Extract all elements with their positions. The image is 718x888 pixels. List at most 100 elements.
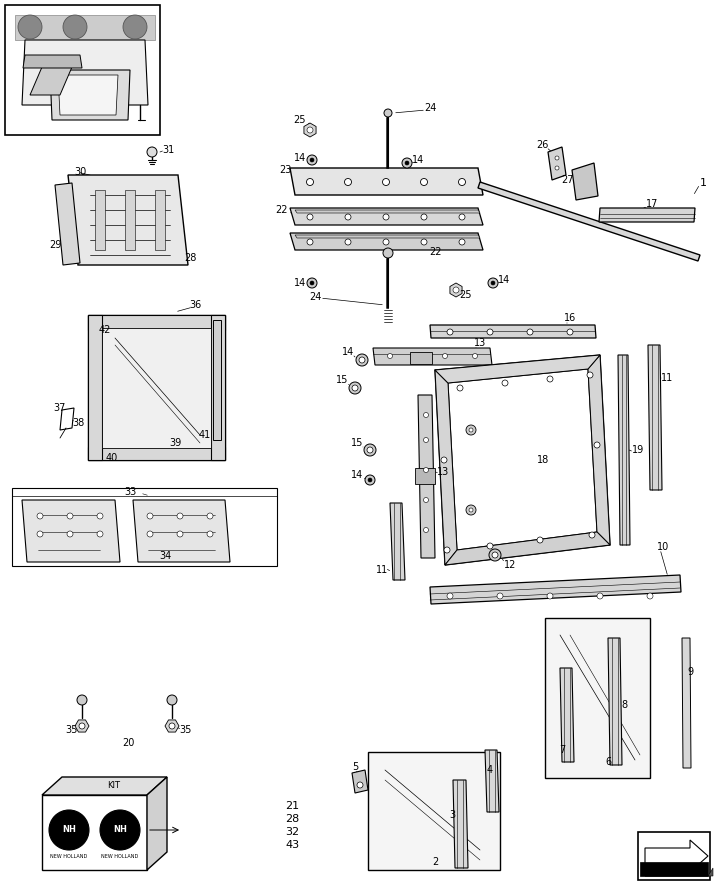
Polygon shape bbox=[75, 720, 89, 732]
Polygon shape bbox=[640, 862, 708, 876]
Text: 11: 11 bbox=[661, 373, 673, 383]
Circle shape bbox=[447, 329, 453, 335]
Circle shape bbox=[492, 552, 498, 558]
Circle shape bbox=[487, 329, 493, 335]
Circle shape bbox=[597, 593, 603, 599]
Text: 14: 14 bbox=[294, 153, 306, 163]
Text: 17: 17 bbox=[645, 199, 658, 209]
Circle shape bbox=[424, 413, 429, 417]
Text: 14: 14 bbox=[351, 470, 363, 480]
Circle shape bbox=[365, 475, 375, 485]
Circle shape bbox=[307, 178, 314, 186]
Bar bbox=[88, 447, 225, 460]
Circle shape bbox=[424, 438, 429, 442]
Circle shape bbox=[447, 593, 453, 599]
Circle shape bbox=[167, 695, 177, 705]
Circle shape bbox=[207, 513, 213, 519]
Polygon shape bbox=[290, 233, 483, 250]
Text: 25: 25 bbox=[294, 115, 307, 125]
Circle shape bbox=[63, 15, 87, 39]
Circle shape bbox=[421, 239, 427, 245]
Circle shape bbox=[97, 531, 103, 537]
Text: 26: 26 bbox=[536, 140, 548, 150]
Text: 32: 32 bbox=[285, 827, 299, 837]
Polygon shape bbox=[645, 840, 708, 872]
Circle shape bbox=[37, 531, 43, 537]
Polygon shape bbox=[435, 370, 457, 565]
Polygon shape bbox=[648, 345, 662, 490]
Polygon shape bbox=[15, 15, 155, 40]
Bar bbox=[88, 315, 102, 460]
Text: 18: 18 bbox=[537, 455, 549, 465]
Polygon shape bbox=[68, 175, 188, 265]
Circle shape bbox=[487, 543, 493, 549]
Text: 20: 20 bbox=[122, 738, 134, 748]
Circle shape bbox=[424, 497, 429, 503]
Circle shape bbox=[466, 425, 476, 435]
Circle shape bbox=[307, 278, 317, 288]
Circle shape bbox=[367, 447, 373, 453]
Circle shape bbox=[349, 382, 361, 394]
Bar bbox=[415, 468, 435, 484]
Circle shape bbox=[67, 531, 73, 537]
Circle shape bbox=[383, 214, 389, 220]
Polygon shape bbox=[588, 355, 610, 545]
Polygon shape bbox=[133, 500, 230, 562]
Circle shape bbox=[345, 178, 352, 186]
Circle shape bbox=[147, 147, 157, 157]
Polygon shape bbox=[58, 75, 118, 115]
Circle shape bbox=[547, 593, 553, 599]
Circle shape bbox=[441, 457, 447, 463]
Circle shape bbox=[555, 166, 559, 170]
Circle shape bbox=[37, 513, 43, 519]
Circle shape bbox=[383, 178, 389, 186]
Text: KIT: KIT bbox=[108, 781, 121, 789]
Bar bbox=[88, 315, 225, 330]
Polygon shape bbox=[22, 40, 148, 105]
Circle shape bbox=[383, 248, 393, 258]
Circle shape bbox=[18, 15, 42, 39]
Circle shape bbox=[97, 513, 103, 519]
Polygon shape bbox=[55, 183, 80, 265]
Circle shape bbox=[453, 287, 459, 293]
Text: 36: 36 bbox=[189, 300, 201, 310]
Text: 15: 15 bbox=[336, 375, 348, 385]
Text: 14: 14 bbox=[342, 347, 354, 357]
Polygon shape bbox=[23, 55, 82, 68]
Text: 6: 6 bbox=[605, 757, 611, 767]
Text: 5: 5 bbox=[352, 762, 358, 772]
Polygon shape bbox=[453, 780, 468, 868]
Text: 2: 2 bbox=[432, 857, 438, 867]
Circle shape bbox=[307, 214, 313, 220]
Circle shape bbox=[459, 214, 465, 220]
Circle shape bbox=[77, 695, 87, 705]
Polygon shape bbox=[352, 770, 368, 793]
Text: 1: 1 bbox=[699, 178, 707, 188]
Text: 21: 21 bbox=[285, 801, 299, 811]
Circle shape bbox=[100, 810, 140, 850]
Polygon shape bbox=[545, 618, 650, 778]
Bar bbox=[125, 190, 135, 250]
Bar bbox=[155, 190, 165, 250]
Circle shape bbox=[356, 354, 368, 366]
Polygon shape bbox=[304, 123, 316, 137]
Polygon shape bbox=[295, 235, 480, 238]
Text: 37: 37 bbox=[54, 403, 66, 413]
Bar bbox=[5, 5, 160, 135]
Circle shape bbox=[424, 467, 429, 472]
Text: 35: 35 bbox=[179, 725, 191, 735]
Polygon shape bbox=[645, 868, 713, 876]
Text: 13: 13 bbox=[437, 467, 449, 477]
Circle shape bbox=[442, 353, 447, 359]
Text: 42: 42 bbox=[99, 325, 111, 335]
Bar bbox=[213, 320, 221, 440]
Text: 35: 35 bbox=[66, 725, 78, 735]
Polygon shape bbox=[373, 348, 492, 365]
Text: 10: 10 bbox=[657, 542, 669, 552]
Text: 33: 33 bbox=[124, 487, 136, 497]
Polygon shape bbox=[599, 208, 695, 222]
Circle shape bbox=[459, 239, 465, 245]
Circle shape bbox=[345, 214, 351, 220]
Text: 22: 22 bbox=[429, 247, 442, 257]
Circle shape bbox=[384, 109, 392, 117]
